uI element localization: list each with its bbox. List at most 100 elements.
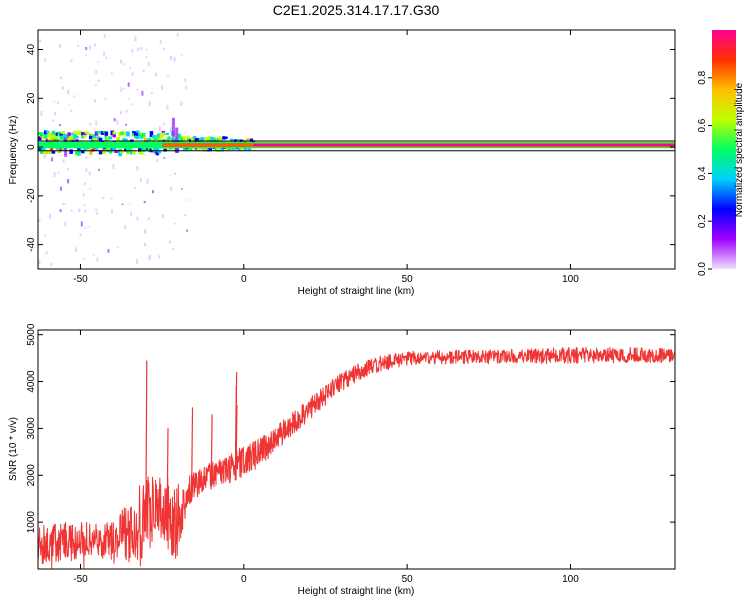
spectrogram-cell: [51, 133, 56, 136]
spectrogram-speckle: [125, 109, 128, 113]
spectrogram-cell: [61, 131, 65, 135]
spectrogram-cell: [149, 131, 154, 135]
spectrogram-speckle: [95, 84, 97, 87]
spectrogram-cell: [83, 133, 87, 138]
spectrogram-cell: [102, 131, 107, 134]
spectrogram-speckle: [87, 225, 90, 228]
spectrogram-speckle: [120, 59, 123, 64]
spectrogram-cell: [210, 136, 214, 140]
snr-spike: [190, 407, 194, 502]
spectrogram-heatmap: [38, 33, 675, 266]
spectrogram-speckle: [123, 88, 126, 90]
spectrogram-speckle: [144, 243, 146, 246]
spectrogram-streak: [171, 117, 175, 138]
spectrogram-speckle: [73, 95, 76, 97]
spectrogram-speckle: [70, 109, 73, 112]
spectrogram-cell: [251, 140, 256, 143]
spectrogram-cell: [145, 139, 150, 144]
spectrogram-cell: [47, 132, 52, 138]
spectrogram-cell: [51, 137, 56, 141]
spectrogram-cell: [87, 132, 91, 135]
spectrogram-speckle: [184, 214, 187, 217]
spectrogram-speckle: [107, 249, 110, 253]
spectrogram-speckle: [134, 186, 137, 189]
spectrogram-cell: [98, 137, 103, 141]
snr-spike: [166, 428, 169, 531]
snr-spike: [235, 404, 238, 480]
spectrogram-cell: [85, 131, 89, 134]
y-tick-label: -40: [26, 237, 37, 252]
spectrogram-speckle: [85, 168, 88, 172]
x-tick-label: 100: [562, 574, 579, 585]
spectrogram-speckle: [49, 213, 52, 219]
spectrogram-speckle: [89, 45, 91, 50]
spectrogram-speckle: [158, 255, 161, 259]
spectrogram-cell: [61, 135, 65, 139]
spectrogram-cell: [94, 148, 99, 151]
spectrogram-speckle: [80, 221, 83, 227]
spectrogram-cell: [183, 136, 187, 141]
spectrogram-speckle: [124, 225, 127, 230]
spectrogram-cell: [165, 132, 169, 135]
spectrogram-cell: [51, 130, 56, 136]
spectrogram-speckle: [147, 62, 150, 66]
spectrogram-cell: [79, 131, 83, 135]
spectrogram-speckle: [96, 212, 99, 215]
y-tick-label: 0: [26, 144, 37, 150]
spectrogram-speckle: [173, 223, 176, 225]
spectrogram-speckle: [68, 103, 71, 105]
spectrogram-cell: [192, 137, 197, 141]
spectrogram-speckle: [129, 67, 131, 70]
spectrogram-speckle: [180, 101, 183, 106]
spectrogram-speckle: [161, 214, 164, 219]
spectrogram-cell: [92, 138, 97, 141]
spectrogram-speckle: [84, 227, 87, 230]
spectrogram-cell: [67, 132, 71, 137]
x-tick-label: 0: [241, 274, 247, 285]
x-tick-label: 0: [241, 574, 247, 585]
spectrogram-speckle: [110, 197, 113, 200]
spectrogram-speckle: [67, 168, 70, 171]
spectrogram-cell: [69, 149, 73, 154]
spectrogram-cell: [151, 139, 156, 144]
spectrogram-speckle: [59, 76, 62, 80]
spectrogram-speckle: [128, 98, 131, 100]
spectrogram-cell: [63, 133, 67, 138]
spectrogram-cell: [77, 130, 81, 135]
spectrogram-cell: [132, 131, 136, 134]
spectrogram-speckle: [113, 118, 116, 122]
spectrogram-speckle: [98, 157, 101, 159]
spectrogram-cell: [40, 150, 44, 154]
spectrogram-cell: [153, 137, 158, 141]
spectrogram-speckle: [53, 172, 56, 177]
spectrogram-speckle: [158, 126, 161, 131]
snr-panel: -50 0 50 100 1000 2000 3000 4000 5000 Height of…: [8, 323, 676, 597]
colorbar-tick-label: 0.8: [697, 70, 708, 84]
spectrogram-speckle: [125, 123, 128, 126]
spectrogram-cell: [165, 137, 169, 141]
spectrogram-cell: [118, 132, 122, 137]
spectrogram-cell: [237, 146, 242, 151]
spectrogram-cell: [124, 131, 128, 135]
spectrogram-speckle: [105, 56, 108, 59]
spectrogram-cell: [222, 136, 226, 140]
spectrogram-speckle: [88, 188, 91, 190]
colorbar-tick-label: 0.6: [697, 118, 708, 132]
spectrogram-cell: [110, 147, 114, 150]
spectrogram-speckle: [140, 47, 143, 50]
spectrogram-speckle: [51, 157, 54, 162]
spectrogram-cell: [149, 134, 154, 138]
spectrogram-cell: [61, 145, 65, 151]
spectrogram-speckle: [132, 148, 135, 150]
spectrogram-speckle: [176, 33, 179, 37]
spectrogram-speckle: [134, 36, 137, 41]
spectrogram-speckle: [104, 97, 107, 100]
spectrogram-cell: [38, 136, 42, 141]
spectrogram-cell: [112, 147, 116, 151]
spectrogram-speckle: [82, 193, 85, 197]
spectrogram-cell: [77, 151, 81, 156]
snr-plot-area: [38, 330, 675, 569]
spectrogram-cell: [194, 138, 199, 142]
colorbar-tick-label: 0.2: [697, 214, 708, 228]
spectrogram-speckle: [150, 92, 153, 95]
